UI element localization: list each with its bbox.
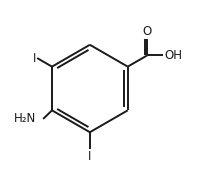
- Text: OH: OH: [164, 49, 182, 62]
- Text: I: I: [33, 52, 36, 65]
- Text: H₂N: H₂N: [14, 112, 36, 125]
- Text: I: I: [88, 150, 92, 163]
- Text: O: O: [142, 25, 152, 38]
